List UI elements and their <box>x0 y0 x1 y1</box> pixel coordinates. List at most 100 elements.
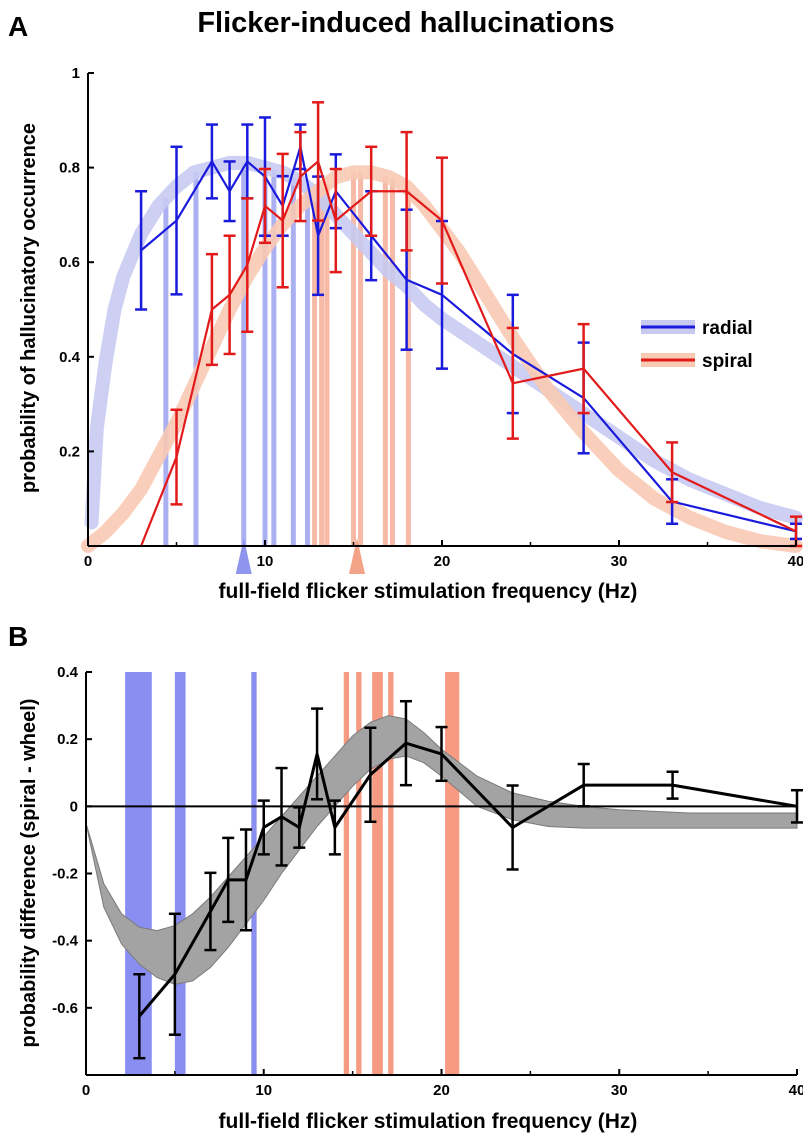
difference-error-bar <box>506 784 519 871</box>
shaded-region <box>388 672 394 1075</box>
legend-label-spiral: spiral <box>702 351 753 372</box>
b-y-tick-label: -0.4 <box>52 933 79 950</box>
legend-entry-radial: radial <box>641 318 753 339</box>
spiral-marker-bar <box>358 172 364 546</box>
radial-error-bar <box>135 190 148 311</box>
difference-error-bar <box>222 836 235 924</box>
panel-b: B 0 10 20 30 40 -0.6 -0.4 -0.2 0 0.2 0.4 full-fiel… <box>8 621 803 1133</box>
a-y-tick-label: 0.8 <box>59 160 80 177</box>
a-y-tick-label: 0.2 <box>59 443 80 460</box>
difference-error-bar <box>791 788 803 824</box>
radial-marker-bar <box>163 197 169 546</box>
shaded-region <box>343 672 350 1075</box>
b-x-axis-label: full-field flicker stimulation frequency… <box>219 1110 638 1133</box>
spiral-error-bar <box>329 167 342 274</box>
spiral-marker-bar <box>405 188 411 547</box>
spiral-error-bar <box>666 441 679 504</box>
spiral-marker-bar <box>389 178 395 546</box>
a-legend: radial spiral <box>641 318 753 372</box>
a-x-tick-label: 40 <box>788 553 803 570</box>
spiral-marker-bar <box>382 176 388 546</box>
a-y-tick-label: 0.6 <box>59 254 80 271</box>
shaded-region <box>445 672 460 1075</box>
a-y-tick-label: 0.4 <box>59 349 81 366</box>
spiral-error-bar <box>294 130 307 223</box>
difference-error-bar <box>204 871 217 952</box>
legend-label-radial: radial <box>702 318 753 339</box>
spiral-marker-bar <box>319 188 325 547</box>
b-x-tick-label: 40 <box>789 1082 803 1099</box>
spiral-error-bar <box>436 156 448 285</box>
difference-error-bar <box>435 725 448 783</box>
a-series <box>135 101 802 548</box>
b-y-tick-label: 0.2 <box>57 731 78 748</box>
spiral-error-bar <box>312 101 325 222</box>
spiral-error-bar <box>259 167 271 245</box>
a-x-axis-label: full-field flicker stimulation frequency… <box>219 580 638 603</box>
radial-error-bar <box>170 145 183 296</box>
panel-a-label: A <box>8 11 28 42</box>
spiral-error-bar <box>400 130 413 252</box>
a-marker-bars <box>163 162 411 574</box>
b-y-tick-label: -0.6 <box>52 1000 78 1017</box>
a-x-tick-label: 30 <box>611 553 628 570</box>
b-x-tick-label: 20 <box>433 1082 450 1099</box>
difference-error-bar <box>168 912 181 1036</box>
radial-marker-bar <box>290 178 296 547</box>
spiral-error-bar <box>241 197 254 333</box>
difference-error-bar <box>257 799 270 856</box>
spiral-error-bar <box>365 145 378 237</box>
b-x-tick-label: 0 <box>82 1082 90 1099</box>
spiral-error-bar <box>223 234 236 356</box>
spiral-error-bar <box>506 326 519 440</box>
panel-a: A Flicker-induced hallucinations 0 10 20 30… <box>8 7 803 603</box>
b-x-tick-label: 30 <box>611 1082 628 1099</box>
radial-marker-bar <box>304 187 310 546</box>
difference-error-bar <box>311 707 324 801</box>
radial-marker-bar <box>262 167 268 546</box>
difference-error-bar <box>275 766 288 867</box>
spiral-error-bar <box>205 252 218 367</box>
difference-error-bar <box>666 770 679 800</box>
a-x-tick-label: 0 <box>84 553 92 570</box>
a-y-tick-label: 1 <box>72 65 80 82</box>
difference-error-bar <box>364 726 377 824</box>
b-y-axis-label: probability difference (spiral - wheel) <box>18 699 40 1048</box>
a-x-tick-label: 20 <box>434 553 451 570</box>
spiral-error-bar <box>276 152 289 289</box>
difference-error-bar <box>293 806 306 849</box>
b-y-tick-label: 0.4 <box>57 664 79 681</box>
difference-error-bar <box>133 973 146 1060</box>
chart-title: Flicker-induced hallucinations <box>197 7 614 39</box>
a-axes: 0 10 20 30 40 0.2 0.4 0.6 0.8 1 <box>59 65 803 570</box>
difference-error-bar <box>239 828 252 932</box>
spiral-peak-arrow <box>349 538 366 574</box>
a-x-tick-label: 10 <box>257 553 274 570</box>
spiral-error-bar <box>170 408 183 506</box>
b-series <box>133 699 803 1060</box>
spiral-marker-bar <box>312 194 318 546</box>
radial-error-bar <box>205 123 218 200</box>
b-axes: 0 10 20 30 40 -0.6 -0.4 -0.2 0 0.2 0.4 <box>52 664 803 1099</box>
shaded-region <box>174 672 186 1075</box>
b-y-tick-label: -0.2 <box>52 866 78 883</box>
spiral-marker-bar <box>351 172 356 546</box>
difference-error-bar <box>328 799 341 856</box>
shaded-region <box>356 672 362 1075</box>
panel-b-label: B <box>8 621 28 652</box>
legend-entry-spiral: spiral <box>641 351 753 372</box>
b-x-tick-label: 10 <box>255 1082 272 1099</box>
radial-marker-bar <box>241 162 247 546</box>
spiral-marker-bar <box>324 184 330 546</box>
radial-peak-arrow <box>235 538 252 574</box>
radial-error-bar <box>223 160 236 223</box>
b-y-tick-label: 0 <box>70 798 78 815</box>
a-y-axis-label: probability of hallucinatory occurrence <box>18 123 40 493</box>
radial-marker-bar <box>271 169 277 546</box>
difference-error-bar <box>577 762 590 808</box>
shaded-region <box>372 672 383 1075</box>
difference-error-bar <box>399 699 412 787</box>
radial-marker-bar <box>193 171 199 546</box>
spiral-error-bar <box>577 322 590 415</box>
